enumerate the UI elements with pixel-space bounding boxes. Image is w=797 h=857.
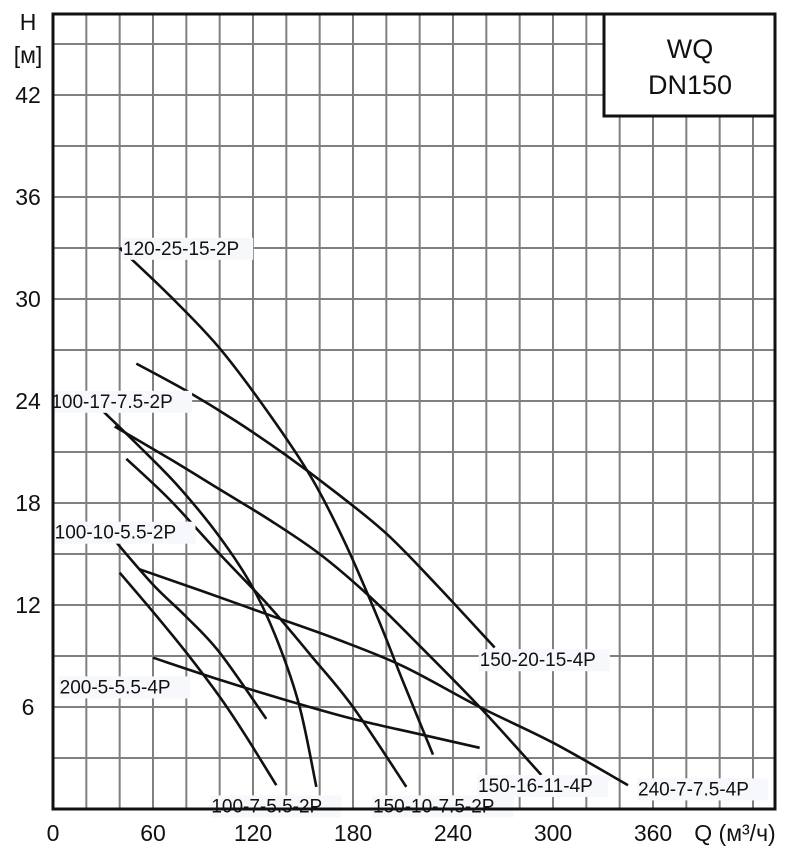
curve-100-10-5.5-2P xyxy=(113,539,268,720)
curve-label: 240-7-7.5-4P xyxy=(638,779,749,800)
x-axis-title: Q (м³/ч) xyxy=(694,820,775,846)
curve-label: 200-5-5.5-4P xyxy=(60,677,171,698)
curve-120-25-15-2P xyxy=(118,247,435,756)
x-tick-label: 240 xyxy=(434,820,472,846)
y-tick-label: 42 xyxy=(15,82,41,108)
plot-frame xyxy=(51,12,777,811)
curve-label: 120-25-15-2P xyxy=(123,239,239,260)
curve-label-bg xyxy=(477,775,609,797)
y-tick-label: 36 xyxy=(15,184,41,210)
legend-frame xyxy=(602,12,777,118)
x-tick-label: 300 xyxy=(534,820,572,846)
y-tick-label: 12 xyxy=(15,592,41,618)
pump-curves xyxy=(102,247,629,788)
y-tick-label: 6 xyxy=(22,694,35,720)
curve-150-20-15-4P xyxy=(135,362,496,649)
x-tick-label: 180 xyxy=(334,820,372,846)
legend-title-line2: DN150 xyxy=(648,70,732,100)
curve-label: 150-20-15-4P xyxy=(480,650,596,671)
curve-100-17-7.5-2P xyxy=(102,410,318,788)
curve-label-bg xyxy=(58,676,190,699)
curve-label-bg xyxy=(637,778,769,801)
curve-label-bg xyxy=(210,795,342,818)
y-axis-title-unit: [м] xyxy=(14,42,43,68)
curve-label: 100-7-5.5-2P xyxy=(211,796,322,817)
y-axis-title-h: H xyxy=(20,9,37,35)
curve-240-7-7.5-4P xyxy=(139,568,629,787)
curve-label-bg xyxy=(372,795,514,818)
curve-150-16-11-4P xyxy=(114,425,543,776)
curve-150-10-7.5-2P xyxy=(125,457,408,788)
curve-label: 100-17-7.5-2P xyxy=(51,392,172,413)
curve-200-5-5.5-4P xyxy=(152,656,480,750)
y-tick-label: 18 xyxy=(15,490,41,516)
curve-label: 150-10-7.5-2P xyxy=(373,796,494,817)
x-tick-label: 120 xyxy=(234,820,272,846)
curve-label-bg xyxy=(122,237,254,260)
x-axis-ticks: 0 60 120 180 240 300 360 xyxy=(47,820,673,846)
curve-label: 150-16-11-4P xyxy=(478,776,593,797)
x-tick-label: 360 xyxy=(634,820,672,846)
y-tick-label: 30 xyxy=(15,286,41,312)
curve-label-bg xyxy=(50,390,193,413)
curve-label: 100-10-5.5-2P xyxy=(55,523,176,544)
x-tick-label: 60 xyxy=(140,820,166,846)
curve-labels: 120-25-15-2P 150-20-15-4P 100-17-7.5-2P 150… xyxy=(50,237,769,818)
y-axis-ticks: 6 12 18 24 30 36 42 xyxy=(15,82,41,720)
curve-label-bg xyxy=(478,649,610,672)
curve-label-bg xyxy=(53,521,196,544)
legend-box: WQ DN150 xyxy=(602,12,777,118)
x-tick-label: 0 xyxy=(47,820,60,846)
grid-lines xyxy=(53,14,775,809)
y-tick-label: 24 xyxy=(15,388,41,414)
legend-title-line1: WQ xyxy=(667,34,714,64)
